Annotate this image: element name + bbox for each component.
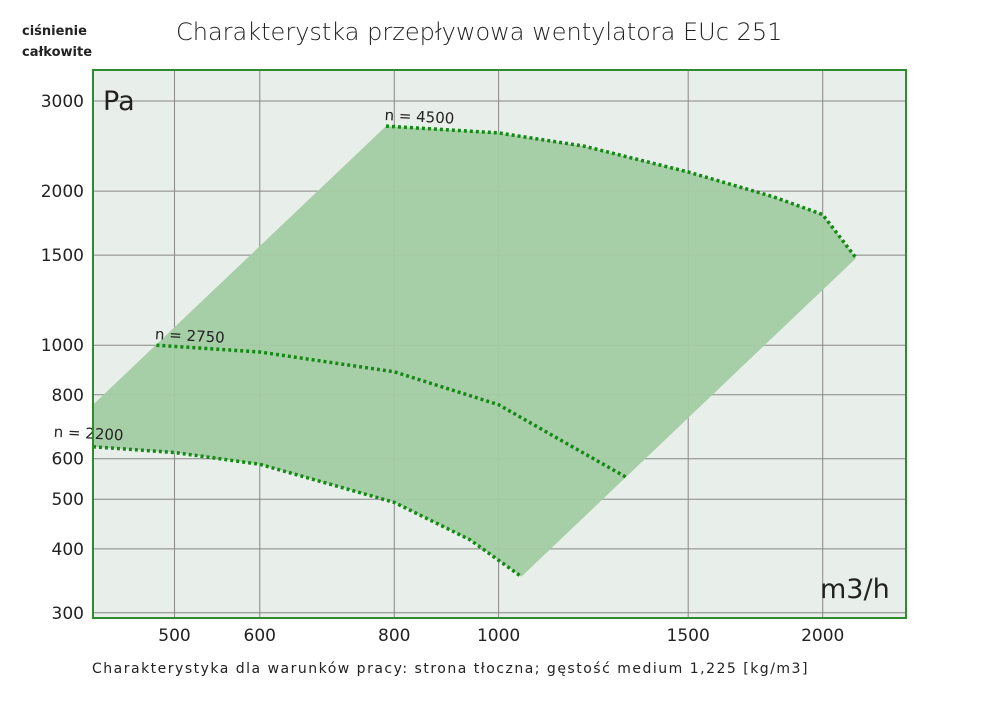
y-axis-label-line1: ciśnienie: [22, 24, 87, 39]
chart-title: Charakterystka przepływowa wentylatora E…: [176, 18, 783, 46]
x-tick-label: 1000: [477, 626, 520, 646]
y-tick-label: 600: [52, 450, 84, 470]
x-tick-label: 2000: [801, 626, 844, 646]
x-axis-unit: m3/h: [820, 574, 890, 605]
y-axis-unit: Pa: [103, 86, 135, 117]
x-tick-label: 1500: [667, 626, 710, 646]
operating-area: [93, 126, 857, 577]
y-tick-label: 800: [52, 386, 84, 406]
curve-label: n = 2200: [53, 423, 124, 445]
plot-border: [92, 69, 907, 619]
speed-curve-2200: [92, 445, 523, 579]
y-tick-label: 500: [52, 490, 84, 510]
x-tick-label: 800: [378, 626, 410, 646]
y-tick-label: 400: [52, 540, 84, 560]
speed-curve-2750: [156, 343, 628, 480]
curve-label: n = 4500: [384, 106, 455, 128]
curve-label: n = 2750: [155, 325, 226, 347]
x-tick-label: 500: [158, 626, 190, 646]
speed-curve-4500: [385, 124, 858, 260]
y-tick-label: 1000: [41, 336, 84, 356]
chart-footer-note: Charakterystyka dla warunków pracy: stro…: [92, 661, 809, 677]
y-tick-label: 300: [52, 604, 84, 624]
y-tick-label: 1500: [41, 246, 84, 266]
x-tick-label: 600: [244, 626, 276, 646]
y-axis-label-line2: całkowite: [22, 45, 93, 60]
y-tick-label: 3000: [41, 92, 84, 112]
y-tick-label: 2000: [41, 182, 84, 202]
